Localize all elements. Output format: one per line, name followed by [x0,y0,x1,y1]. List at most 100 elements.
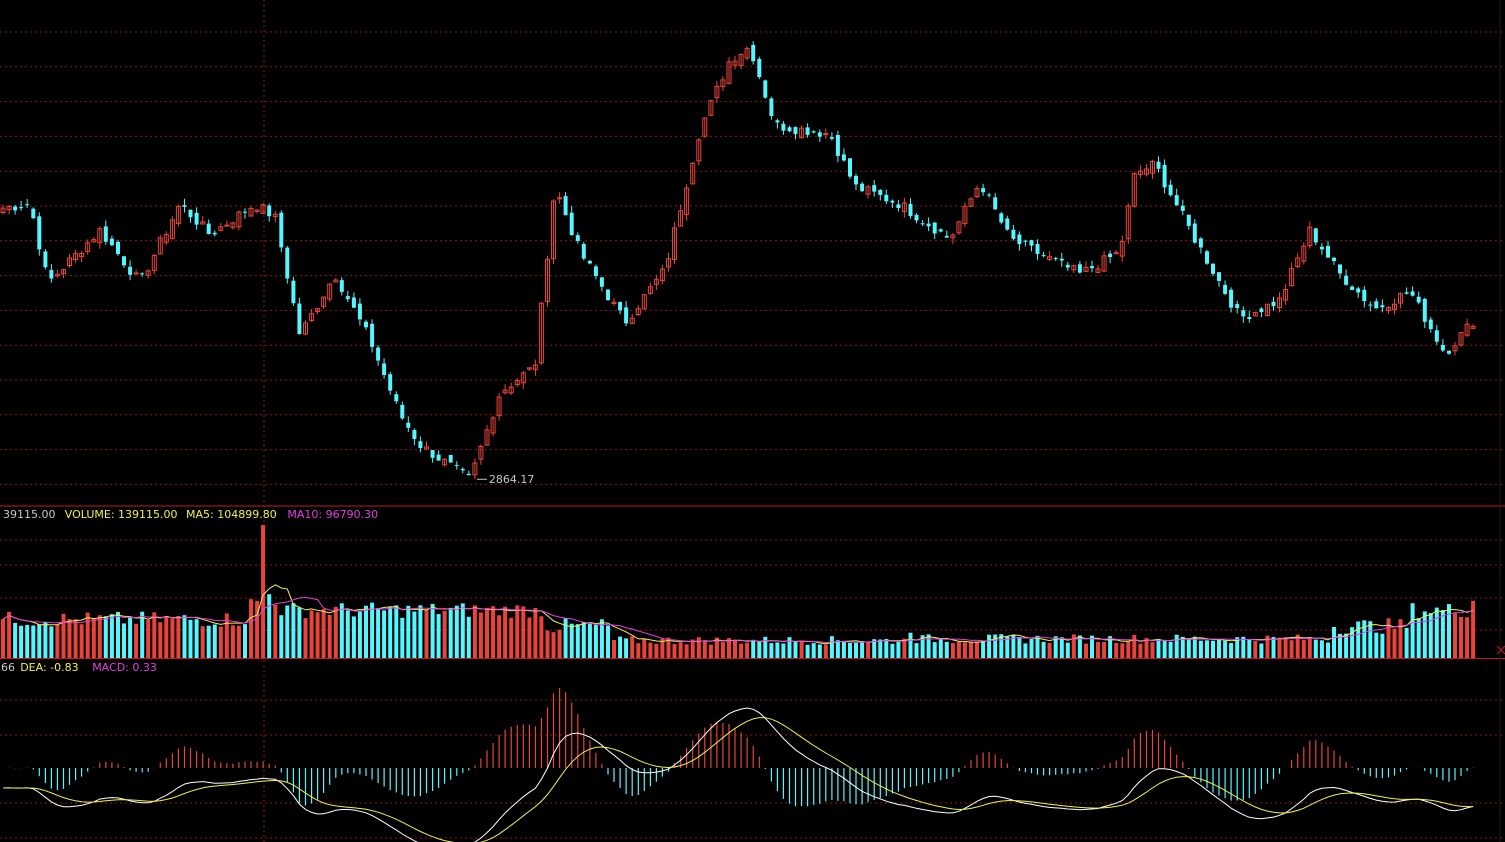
candle-body [61,269,66,275]
candle-body [1259,308,1264,312]
candle-body [400,404,405,419]
candle-body [1326,245,1330,258]
volume-bar [950,643,955,658]
volume-bar [720,642,725,658]
candle-body [575,235,580,241]
candle-body [175,206,181,225]
volume-bar [261,525,266,658]
volume-bar [1205,640,1209,658]
candle-body [1380,305,1385,308]
volume-bar [1471,600,1476,658]
candle-body [6,206,12,210]
candle-body [1198,238,1203,248]
candle-body [394,394,399,402]
candle-body [581,244,586,259]
macd-value-label: MACD: 0.33 [92,661,157,674]
volume-bar [1011,634,1016,658]
candle-body [1029,240,1034,246]
candle-body [382,363,387,375]
candle-body [557,197,563,200]
volume-bar [666,637,671,658]
volume-bar [1223,640,1228,658]
candle-body [593,266,598,276]
candle-body [67,257,72,266]
candle-body [49,270,54,279]
volume-bar [872,639,877,658]
candle-body [1252,311,1258,317]
candle-body [430,450,435,458]
volume-bar [200,626,205,658]
candle-body [122,256,126,266]
volume-bar [400,617,405,658]
volume-bar [1338,633,1342,658]
volume-bar [515,605,520,658]
candle-body [714,85,720,99]
volume-bar [188,619,193,658]
volume-bar [442,610,447,658]
candle-body [884,194,889,202]
candle-body [532,364,538,370]
volume-bar [575,624,580,658]
volume-bar [1283,637,1288,658]
volume-bar [521,606,526,658]
candle-body [763,80,768,98]
candle-body [460,468,465,471]
candle-body [696,139,702,162]
volume-bar [866,642,871,658]
candle-body [865,186,871,195]
candle-body [1356,288,1361,293]
candle-body [448,454,453,463]
candle-body [1223,284,1228,294]
volume-bar [1156,638,1161,658]
candle-body [436,454,441,461]
candle-body [212,232,217,235]
volume-bar [1380,633,1385,658]
candle-body [31,208,36,219]
candle-body [666,258,671,268]
candle-body [169,219,175,240]
candle-body [1108,253,1113,257]
candle-body [133,272,139,275]
candle-body [157,237,163,255]
candle-body [787,127,792,132]
candle-body [333,279,339,283]
volume-bar [509,617,514,658]
volume-bar [775,642,780,658]
volume-bar [37,624,42,658]
volume-bar [848,643,852,658]
volume-bar [1198,640,1203,658]
volume-bar [230,625,235,658]
volume-lead-value: 39115.00 [3,508,56,521]
volume-bar [1259,643,1264,658]
candle-body [97,228,103,244]
volume-bar [1440,610,1445,658]
volume-bar [243,624,247,658]
volume-bar [841,641,846,658]
volume-bar [327,615,332,658]
candle-body [726,61,732,84]
volume-bar [67,619,72,658]
volume-bar [708,644,713,658]
volume-bar [678,642,683,658]
candle-body [793,127,798,134]
volume-bar [1253,641,1258,658]
candle-body [811,131,816,133]
volume-label: VOLUME: 139115.00 [65,508,178,521]
candle-body [720,79,726,88]
volume-bar [769,643,774,658]
volume-bar [454,605,459,658]
volume-bar [1386,618,1391,658]
volume-bar [702,641,707,658]
candle-body [478,446,484,460]
volume-bar [787,637,792,658]
candle-body [1065,264,1070,268]
candle-body [309,313,315,322]
candle-body [1011,229,1016,239]
volume-bar [176,616,181,658]
volume-bar [97,615,102,658]
candle-body [206,223,211,234]
volume-bar [811,643,816,658]
volume-bar [478,612,483,658]
volume-bar [593,624,598,658]
candle-body [841,154,846,161]
